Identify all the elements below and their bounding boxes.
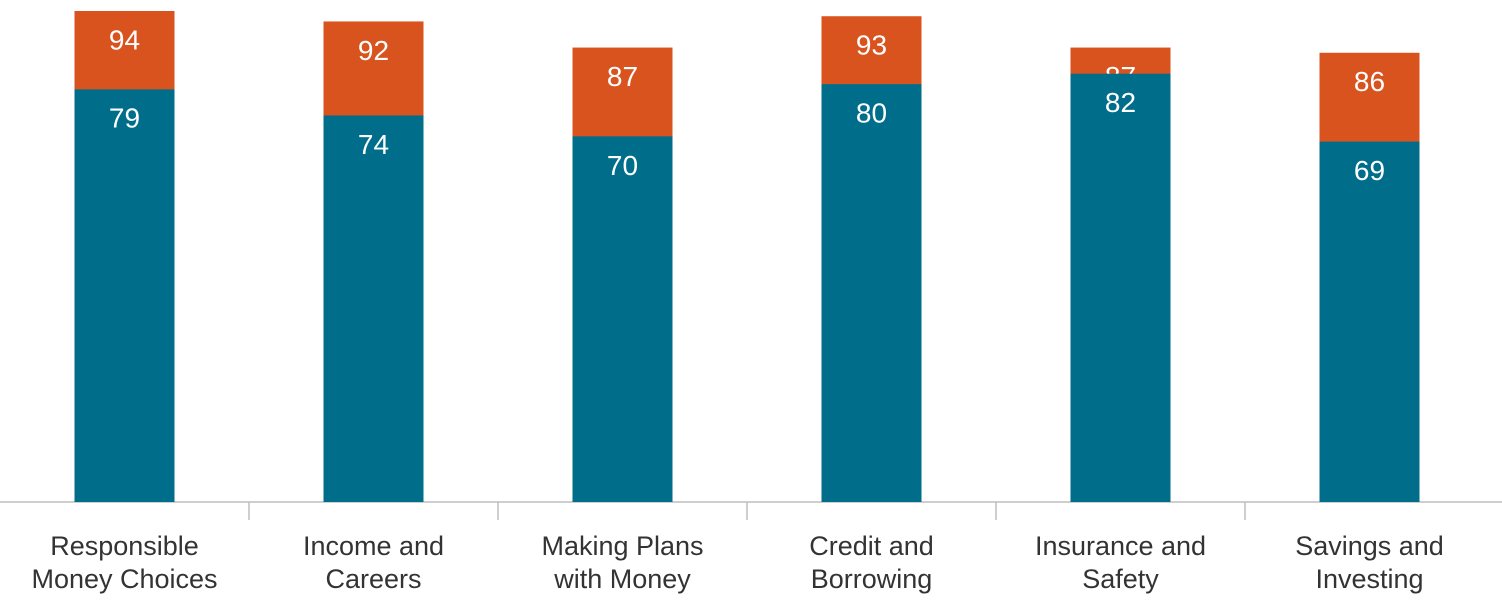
x-tick-label: Making Plans bbox=[541, 531, 703, 561]
x-tick-label: Income and bbox=[303, 531, 444, 561]
bar bbox=[323, 115, 424, 503]
bar bbox=[1070, 73, 1171, 503]
x-tick-label: Money Choices bbox=[31, 564, 217, 594]
value-label: 69 bbox=[1354, 155, 1385, 186]
x-tick-label: Credit and bbox=[809, 531, 934, 561]
bar bbox=[572, 136, 673, 503]
value-label: 80 bbox=[856, 98, 887, 129]
value-label: 70 bbox=[607, 150, 638, 181]
x-tick-label: with Money bbox=[553, 564, 691, 594]
value-label: 79 bbox=[109, 103, 140, 134]
x-tick-label: Safety bbox=[1082, 564, 1159, 594]
value-label: 92 bbox=[358, 35, 389, 66]
x-tick-label: Insurance and bbox=[1035, 531, 1206, 561]
value-label: 87 bbox=[607, 61, 638, 92]
x-tick-label: Savings and bbox=[1295, 531, 1444, 561]
x-tick-label: Careers bbox=[325, 564, 421, 594]
value-label: 82 bbox=[1105, 87, 1136, 118]
x-tick-label: Borrowing bbox=[811, 564, 933, 594]
value-label: 86 bbox=[1354, 66, 1385, 97]
bar bbox=[821, 84, 922, 503]
value-label: 94 bbox=[109, 24, 140, 55]
value-label: 93 bbox=[856, 30, 887, 61]
bar bbox=[1319, 141, 1420, 502]
x-tick-label: Investing bbox=[1315, 564, 1423, 594]
x-tick-label: Responsible bbox=[50, 531, 199, 561]
value-label: 74 bbox=[358, 129, 389, 160]
bar bbox=[74, 89, 175, 502]
